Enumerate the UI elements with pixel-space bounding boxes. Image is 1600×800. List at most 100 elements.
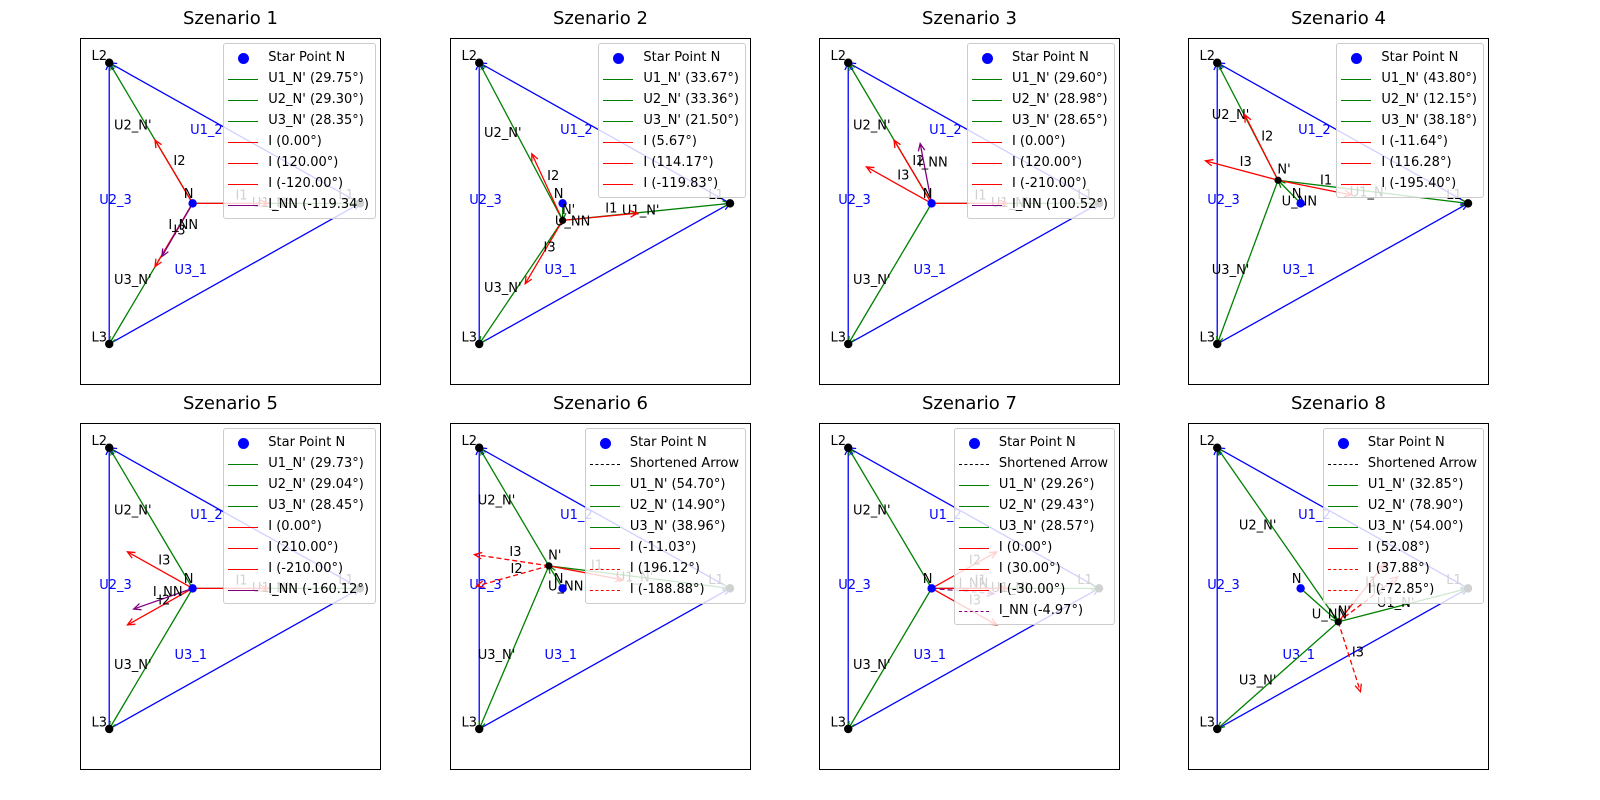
- legend-swatch: [1327, 478, 1358, 492]
- phase-voltage-label: U2_N': [114, 119, 152, 134]
- current-label: I2: [511, 562, 523, 577]
- legend-entry: I (-30.00°): [958, 579, 1108, 600]
- legend-entry: U2_N' (29.04°): [228, 474, 369, 495]
- legend-swatch: [228, 457, 259, 471]
- legend-label: I (-11.03°): [629, 540, 697, 555]
- legend-label: U1_N' (43.80°): [1381, 71, 1477, 86]
- legend-swatch: [1341, 72, 1372, 86]
- vertex-l3: [475, 339, 484, 349]
- legend-label: U3_N' (54.00°): [1367, 519, 1464, 534]
- legend-entry: I (0.00°): [228, 131, 369, 152]
- legend-label: U2_N' (78.90°): [1367, 498, 1464, 513]
- legend-swatch: [589, 520, 620, 534]
- legend-entry: U1_N' (29.26°): [958, 474, 1108, 495]
- vertex-label: L2: [91, 434, 107, 449]
- legend-label: I_NN (-119.34°): [268, 197, 369, 212]
- legend-entry: I (-210.00°): [971, 173, 1108, 194]
- star-point-n: [1296, 584, 1305, 593]
- legend-label: U1_N' (29.73°): [268, 456, 364, 471]
- legend-swatch: [228, 541, 259, 555]
- legend-swatch: [603, 114, 634, 128]
- current-i2: [1244, 113, 1279, 181]
- current-i2: [154, 138, 194, 204]
- line-voltage-label-u2_3: U2_3: [1207, 578, 1240, 593]
- legend-entry: I (-119.83°): [603, 173, 739, 194]
- legend-entry: U2_N' (29.43°): [958, 495, 1108, 516]
- legend-label: Star Point N: [998, 435, 1076, 450]
- legend-entry: I (120.00°): [228, 152, 369, 173]
- star-point-label: N: [184, 187, 194, 202]
- legend-label: U3_N' (28.65°): [1011, 113, 1108, 128]
- legend-label: Shortened Arrow: [998, 456, 1108, 471]
- legend-label: I (-30.00°): [998, 582, 1066, 597]
- legend-entry: Star Point N: [590, 432, 739, 453]
- neutral-point-n-prime: [1334, 618, 1342, 626]
- phase-voltage-label: U2_N': [853, 119, 891, 134]
- legend-swatch: [958, 478, 989, 492]
- phase-voltage-label: U2_N': [114, 504, 152, 519]
- line-voltage-label-u3_1: U3_1: [544, 263, 577, 278]
- vertex-l2: [105, 443, 114, 452]
- legend-entry: Star Point N: [603, 47, 739, 68]
- legend-label: Star Point N: [1381, 50, 1459, 65]
- panel-3: Szenario 3U3_1U1_2U2_3U1_N'U2_N'U3_N'I1I…: [819, 8, 1120, 385]
- neutral-point-n-prime: [545, 562, 553, 570]
- vertex-l2: [105, 58, 114, 67]
- legend-swatch: [228, 198, 259, 212]
- legend-swatch: [1341, 135, 1372, 149]
- legend-entry: I (-11.64°): [1341, 131, 1477, 152]
- star-point-n: [188, 584, 197, 593]
- current-label: I2: [173, 154, 185, 169]
- legend-entry: U2_N' (28.98°): [971, 89, 1108, 110]
- line-voltage-label-u3_1: U3_1: [544, 648, 577, 663]
- current-label: I1: [1320, 174, 1332, 189]
- legend-label: U1_N' (33.67°): [643, 71, 739, 86]
- legend-entry: I_NN (-119.34°): [228, 194, 369, 215]
- phasor-diagram: U3_1U1_2U2_3U1_N'U2_N'U3_N'I1I2I3U_NNL1L…: [1199, 434, 1473, 734]
- legend-entry: U3_N' (38.96°): [589, 516, 739, 537]
- star-point-n: [558, 199, 567, 208]
- legend-entry: Shortened Arrow: [958, 453, 1108, 474]
- vertex-l2: [475, 443, 484, 452]
- current-label: I3: [544, 240, 556, 255]
- legend-swatch: [590, 436, 620, 450]
- legend-entry: I (30.00°): [958, 558, 1108, 579]
- vertex-l1: [725, 199, 735, 208]
- legend-swatch: [228, 93, 259, 107]
- legend-label: U2_N' (29.43°): [998, 498, 1095, 513]
- legend-label: U2_N' (29.04°): [268, 477, 364, 492]
- phase-voltage-u3-n: [1216, 621, 1339, 731]
- legend-swatch: [228, 478, 259, 492]
- legend-label: U2_N' (14.90°): [629, 498, 726, 513]
- star-point-label: N: [554, 572, 564, 587]
- legend-swatch: [228, 436, 258, 450]
- legend-swatch: [1341, 114, 1372, 128]
- legend-entry: Star Point N: [1341, 47, 1477, 68]
- legend-entry: Star Point N: [972, 47, 1108, 68]
- current-label: I3: [1240, 155, 1252, 170]
- legend-swatch: [1327, 499, 1358, 513]
- phase-voltage-label: U1_N': [622, 204, 660, 219]
- line-voltage-label-u3_1: U3_1: [1282, 263, 1315, 278]
- legend-entry: I (196.12°): [589, 558, 739, 579]
- vertex-l3: [844, 339, 853, 349]
- current-i2: [531, 152, 564, 221]
- legend-swatch: [972, 51, 1002, 65]
- line-voltage-label-u3_1: U3_1: [913, 648, 946, 663]
- legend-swatch: [1327, 562, 1358, 576]
- line-voltage-label-u1_2: U1_2: [1298, 508, 1331, 523]
- panel-title: Szenario 6: [553, 393, 648, 414]
- legend-entry: U3_N' (21.50°): [603, 110, 739, 131]
- vertex-l2: [1213, 443, 1222, 452]
- legend-label: U1_N' (32.85°): [1367, 477, 1464, 492]
- line-voltage-u3_1: [478, 587, 732, 730]
- legend-label: I (0.00°): [268, 519, 322, 534]
- line-voltage-label-u2_3: U2_3: [1207, 193, 1240, 208]
- legend-label: U3_N' (28.35°): [268, 113, 364, 128]
- legend-label: I (-11.64°): [1381, 134, 1448, 149]
- line-voltage-label-u3_1: U3_1: [174, 648, 207, 663]
- legend-label: I (-195.40°): [1381, 176, 1457, 191]
- legend-swatch: [1328, 436, 1358, 450]
- legend-swatch: [1341, 177, 1372, 191]
